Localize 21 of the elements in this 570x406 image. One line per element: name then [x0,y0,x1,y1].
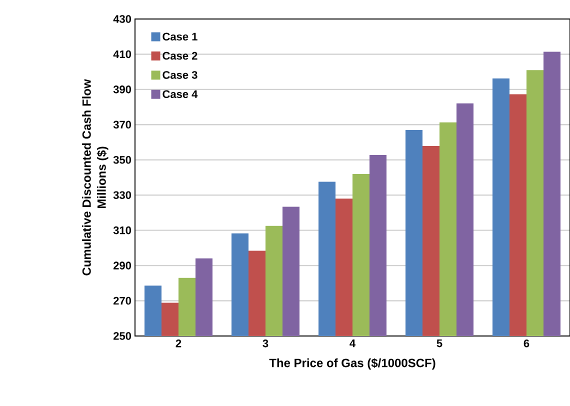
y-tick-label: 430 [113,15,132,23]
x-axis-title: The Price of Gas ($/1000SCF) [269,358,436,370]
legend-label: Case 3 [162,71,198,79]
legend-label: Case 1 [162,32,198,40]
y-tick-label: 390 [113,86,132,94]
x-tick-label: 6 [524,340,530,348]
y-tick-label: 370 [113,120,132,129]
y-axis-title: Cumulative Discounted Cash Flow Millions ($) [82,79,108,276]
legend-label: Case 4 [162,90,198,98]
y-tick-label: 250 [113,332,132,340]
x-tick-label: 5 [436,340,442,348]
y-tick-label: 270 [113,296,132,305]
y-tick-label: 330 [113,191,132,200]
x-tick-label: 2 [176,340,182,348]
x-tick-label: 3 [262,340,268,348]
y-tick-label: 350 [113,156,132,164]
x-tick-label: 4 [350,340,356,348]
y-tick-label: 290 [113,262,132,270]
y-tick-label: 310 [113,226,132,234]
y-tick-label: 410 [113,50,132,58]
legend-label: Case 2 [162,52,198,60]
